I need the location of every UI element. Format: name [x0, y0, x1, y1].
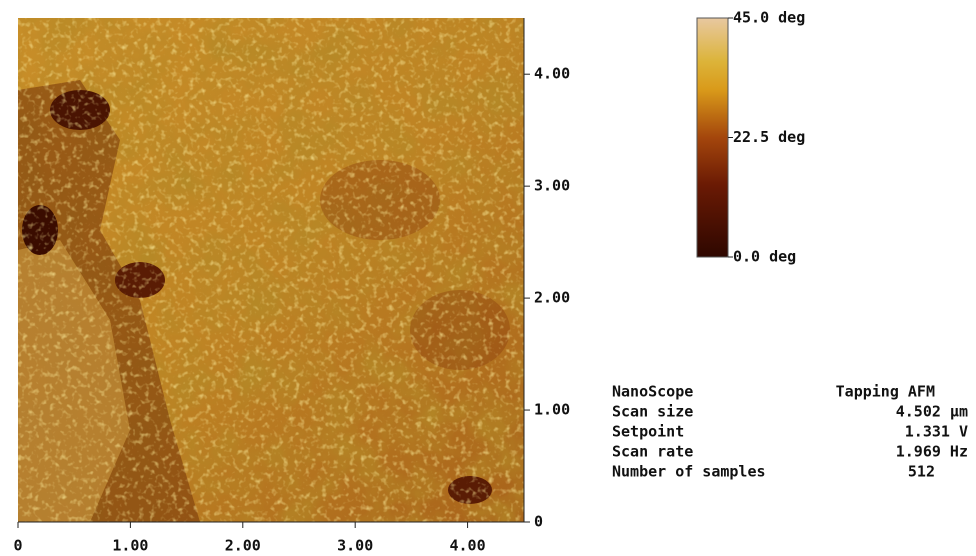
info-value: 4.502 μm: [896, 403, 968, 421]
info-key: Scan size: [612, 403, 693, 421]
y-tick-label: 3.00: [534, 177, 570, 195]
info-key: Setpoint: [612, 423, 684, 441]
y-tick-label: 0: [534, 513, 543, 531]
x-tick-label: 0: [13, 537, 22, 555]
info-value: 512: [908, 463, 935, 481]
info-value: 1.331 V: [905, 423, 968, 441]
color-scale: [697, 18, 728, 257]
info-value: Tapping AFM: [836, 383, 935, 401]
colorbar-label: 22.5 deg: [733, 128, 805, 146]
y-tick-label: 2.00: [534, 289, 570, 307]
afm-image: [18, 18, 524, 522]
x-tick-label: 2.00: [225, 537, 261, 555]
info-value: 1.969 Hz: [896, 443, 968, 461]
page: 0 1.00 2.00 3.00 4.00 0 1.00 2.00 3.00 4.00 45.0 d…: [0, 0, 976, 556]
x-tick-label: 4.00: [450, 537, 486, 555]
y-tick-label: 1.00: [534, 401, 570, 419]
info-key: Scan rate: [612, 443, 693, 461]
info-key: NanoScope: [612, 383, 693, 401]
info-key: Number of samples: [612, 463, 766, 481]
colorbar-label: 0.0 deg: [733, 248, 796, 266]
x-tick-label: 1.00: [112, 537, 148, 555]
colorbar-label: 45.0 deg: [733, 9, 805, 27]
y-tick-label: 4.00: [534, 65, 570, 83]
x-tick-label: 3.00: [337, 537, 373, 555]
